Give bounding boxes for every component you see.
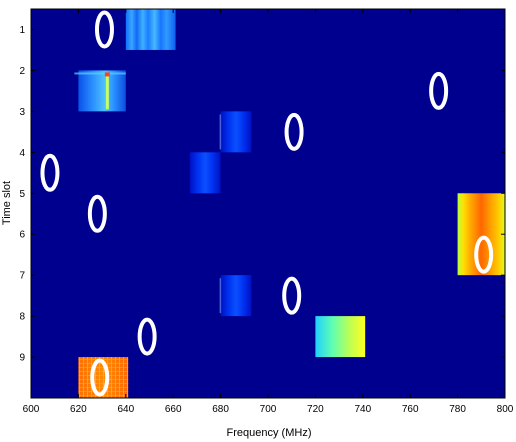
x-tick-label-740: 740 xyxy=(354,404,371,415)
y-tick-label-6: 6 xyxy=(19,230,25,241)
heatmap-block-7 xyxy=(315,316,366,358)
x-tick-label-620: 620 xyxy=(70,404,87,415)
y-tick-label-9: 9 xyxy=(19,353,25,364)
y-tick-label-3: 3 xyxy=(19,107,25,118)
heatmap-block-2-spike xyxy=(105,72,109,110)
marker-ellipse-7 xyxy=(282,276,302,315)
x-axis-ticks: 600 620 640 660 680 700 720 740 760 780 800 xyxy=(23,9,514,415)
heatmap-block-2 xyxy=(78,70,126,112)
marker-ellipse-2 xyxy=(429,71,449,110)
x-tick-label-600: 600 xyxy=(23,404,40,415)
x-tick-label-760: 760 xyxy=(402,404,419,415)
y-axis-label: Time slot xyxy=(1,181,13,225)
y-tick-label-2: 2 xyxy=(19,66,25,77)
y-tick-label-5: 5 xyxy=(19,189,25,200)
heatmap-block-4 xyxy=(189,152,221,194)
marker-ellipse-9 xyxy=(90,358,110,397)
x-tick-label-780: 780 xyxy=(449,404,466,415)
marker-ellipse-3 xyxy=(284,112,304,151)
marker-ellipse-8 xyxy=(137,317,157,356)
heatmap-block-1 xyxy=(125,9,176,50)
marker-ellipse-1 xyxy=(94,10,114,49)
x-tick-label-640: 640 xyxy=(117,404,134,415)
heatmap-block-6-edge xyxy=(219,278,222,314)
x-tick-label-660: 660 xyxy=(165,404,182,415)
heatmap-block-2-streak xyxy=(74,72,126,75)
heatmap-block-3-edge xyxy=(219,114,222,150)
y-tick-label-8: 8 xyxy=(19,312,25,323)
marker-ellipse-4 xyxy=(40,153,60,192)
heatmap-block-5 xyxy=(457,193,505,276)
x-tick-label-700: 700 xyxy=(260,404,277,415)
heatmap-block-3 xyxy=(220,111,252,153)
heatmap-block-6 xyxy=(220,275,252,317)
heatmap-block-2-peak xyxy=(104,72,110,77)
y-axis-ticks: 1 2 3 4 5 6 7 8 9 xyxy=(19,25,505,364)
marker-ellipse-5 xyxy=(87,194,107,233)
marker-ellipse-6 xyxy=(474,235,494,274)
x-tick-label-720: 720 xyxy=(307,404,324,415)
y-tick-label-4: 4 xyxy=(19,148,25,159)
ellipse-markers xyxy=(40,10,494,397)
x-axis-label: Frequency (MHz) xyxy=(227,427,312,439)
x-tick-label-800: 800 xyxy=(497,404,514,415)
block-details xyxy=(74,72,222,314)
x-tick-label-680: 680 xyxy=(212,404,229,415)
y-tick-label-7: 7 xyxy=(19,271,25,282)
y-tick-label-1: 1 xyxy=(19,25,25,36)
